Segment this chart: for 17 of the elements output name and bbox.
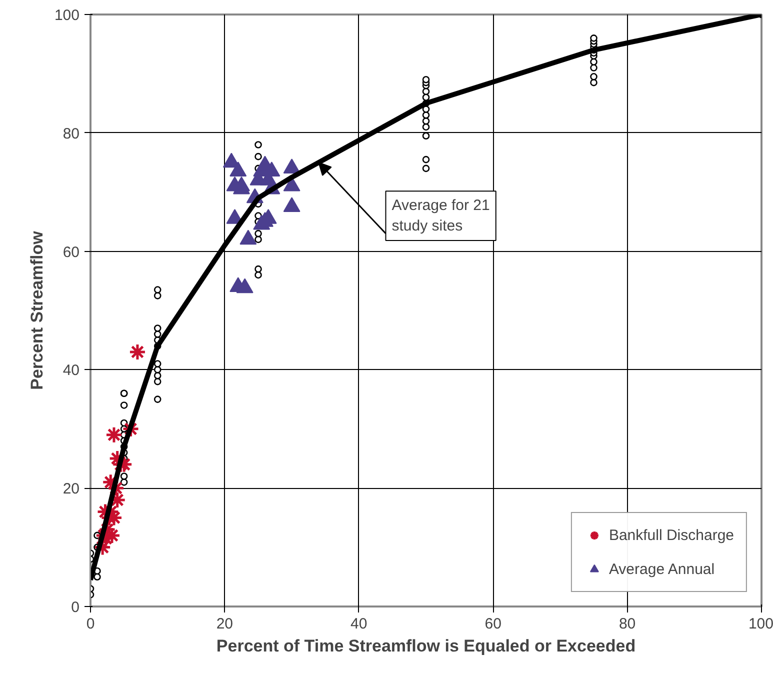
x-tick-label: 40 [350,616,368,632]
y-tick-label: 60 [62,244,80,261]
x-tick-label: 60 [484,616,502,632]
x-axis-title: Percent of Time Streamflow is Equaled or Exceeded [216,636,636,656]
y-tick-label: 20 [62,480,80,498]
y-tick-label: 0 [71,599,80,616]
y-tick-label: 40 [62,362,80,380]
legend-label: Bankfull Discharge [608,526,734,544]
annotation: Average for 21 study sites [392,197,490,234]
x-tick-label: 100 [748,616,773,632]
y-axis-title: Percent Streamflow [27,230,46,390]
y-tick-label: 100 [54,7,80,24]
x-tick-label: 20 [216,616,234,632]
y-tick-label: 80 [62,125,80,142]
x-tick-label: 0 [86,616,95,632]
legend-label: Average Annual [608,560,715,578]
x-tick-label: 80 [618,616,636,632]
